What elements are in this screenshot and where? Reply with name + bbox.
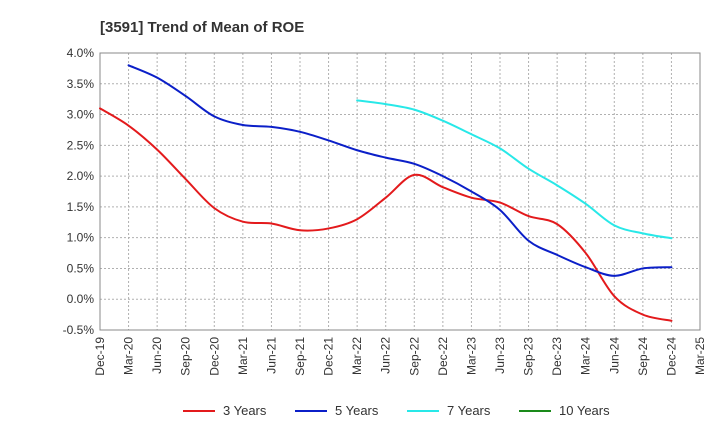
x-tick-label: Jun-21 [264,337,278,374]
y-tick-label: 0.0% [67,292,95,306]
x-tick-label: Dec-24 [664,337,678,376]
x-tick-label: Jun-22 [379,337,393,374]
y-tick-label: 3.0% [67,108,95,122]
y-tick-label: 4.0% [67,46,95,60]
x-tick-label: Mar-24 [579,337,593,375]
y-tick-label: 3.5% [67,77,95,91]
series-lines [99,64,673,322]
legend-label-5-years: 5 Years [335,403,379,418]
y-tick-label: 2.5% [67,138,95,152]
legend: 3 Years 5 Years 7 Years 10 Years [183,403,610,418]
x-tick-label: Dec-21 [322,337,336,376]
series-line-5-years [127,64,673,277]
x-tick-label: Dec-23 [550,337,564,376]
x-tick-label: Dec-19 [93,337,107,376]
legend-label-7-years: 7 Years [447,403,491,418]
y-tick-label: -0.5% [63,323,95,337]
plot-area [100,53,700,330]
x-tick-label: Sep-23 [522,337,536,376]
series-line-3-years [99,107,673,322]
plot-frame [99,52,701,331]
x-tick-label: Dec-20 [207,337,221,376]
gridlines [99,52,701,331]
x-tick-label: Sep-22 [407,337,421,376]
y-tick-label: 1.5% [67,200,95,214]
x-tick-label: Jun-24 [607,337,621,374]
x-tick-label: Jun-23 [493,337,507,374]
x-tick-label: Mar-20 [122,337,136,375]
legend-label-10-years: 10 Years [559,403,610,418]
x-tick-label: Mar-25 [693,337,707,375]
y-tick-label: 2.0% [67,169,95,183]
x-tick-label: Jun-20 [150,337,164,374]
x-tick-label: Sep-21 [293,337,307,376]
chart-title: [3591] Trend of Mean of ROE [100,19,304,36]
x-tick-label: Mar-23 [464,337,478,375]
series-line-7-years [356,99,673,240]
y-tick-label: 1.0% [67,231,95,245]
x-tick-label: Dec-22 [436,337,450,376]
axes: -0.5% 0.0% 0.5% 1.0% 1.5% 2.0% 2.5% 3.0% 3.5% 4.0… [63,46,707,376]
x-tick-label: Mar-22 [350,337,364,375]
x-tick-label: Mar-21 [236,337,250,375]
legend-label-3-years: 3 Years [223,403,267,418]
x-tick-label: Sep-24 [636,337,650,376]
x-tick-label: Sep-20 [179,337,193,376]
y-tick-label: 0.5% [67,261,95,275]
